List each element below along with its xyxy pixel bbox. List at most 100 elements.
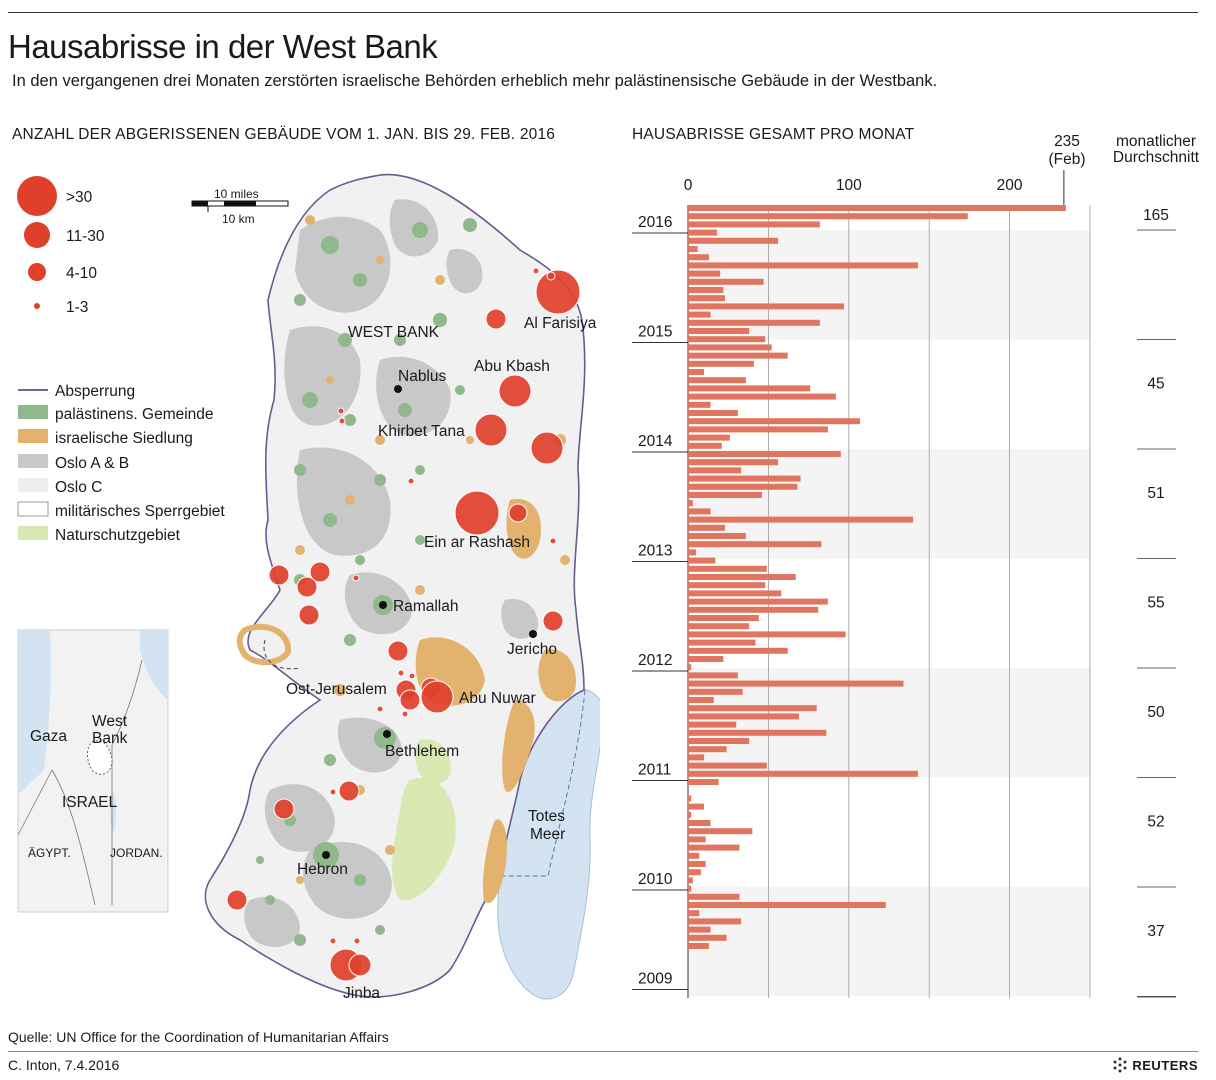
legend-label-military: militärisches Sperrgebiet — [55, 503, 225, 520]
year-labels: 2016 2015 2014 2013 2012 2011 2010 2009 — [632, 214, 688, 990]
year-label: 2013 — [638, 543, 672, 560]
bar — [688, 434, 730, 441]
page-title: Hausabrisse in der West Bank — [8, 28, 438, 65]
bar — [688, 360, 754, 367]
west-bank-map: WEST BANK Nablus Ramallah Jericho Ost-Je… — [17, 173, 600, 1002]
place-al-farisiya: Al Farisiya — [524, 315, 597, 332]
bar — [688, 295, 725, 302]
size-legend-label-l: 11-30 — [66, 228, 105, 245]
area-legend: Absperrung palästinens. Gemeinde israeli… — [17, 383, 225, 544]
city-jerusalem: Ost-Jerusalem — [286, 681, 387, 698]
bar — [688, 582, 766, 589]
legend-label-palestinian: palästinens. Gemeinde — [55, 406, 214, 423]
bar — [688, 352, 788, 359]
city-bethlehem: Bethlehem — [385, 743, 459, 760]
year-label: 2010 — [638, 871, 673, 888]
city-hebron: Hebron — [297, 861, 348, 878]
bar — [688, 205, 1066, 211]
bar — [688, 615, 759, 621]
bar — [688, 451, 841, 457]
demolition-markers — [226, 267, 581, 982]
legend-label-settlement: israelische Siedlung — [55, 430, 193, 447]
bar — [688, 943, 709, 949]
bar — [688, 303, 844, 310]
bar — [688, 500, 693, 507]
bar — [688, 688, 743, 695]
bar — [688, 516, 914, 523]
x-tick-label: 100 — [836, 177, 862, 194]
avg-header-1: monatlicher — [1116, 133, 1196, 150]
bar — [688, 697, 714, 703]
avg-header-2: Durchschnitt — [1113, 149, 1200, 166]
bar — [688, 369, 705, 375]
bar — [688, 762, 767, 769]
legend-swatch-oslo-c — [18, 478, 48, 492]
bar — [688, 770, 918, 777]
bar — [688, 729, 827, 736]
reuters-dots-icon — [1113, 1057, 1127, 1073]
size-legend-circle-s — [34, 303, 40, 309]
bar — [688, 656, 724, 662]
bar — [688, 541, 822, 548]
place-jinba: Jinba — [343, 985, 380, 1002]
city-jericho: Jericho — [507, 641, 557, 658]
monthly-demolitions-chart: 0 100 200 2016 2015 2014 2013 2012 2011 2010 2009… — [632, 133, 1200, 998]
legend-swatch-oslo-ab — [18, 454, 48, 468]
year-label: 2012 — [638, 652, 672, 669]
inset-label-israel: ISRAEL — [62, 794, 118, 811]
legend-swatch-nature — [18, 526, 48, 540]
bar — [688, 278, 764, 285]
average-value: 55 — [1147, 595, 1164, 612]
bar — [688, 721, 737, 728]
ramallah-dot — [379, 601, 387, 609]
chart-bars — [688, 170, 1066, 949]
average-value: 50 — [1147, 704, 1165, 721]
bar — [688, 672, 738, 679]
hebron-dot — [322, 851, 330, 859]
size-legend-circle-l — [24, 222, 50, 248]
year-label: 2014 — [638, 433, 673, 450]
size-legend-circle-xl — [17, 176, 57, 216]
bar — [688, 746, 727, 753]
bar — [688, 910, 700, 917]
size-legend-circle-m — [28, 263, 46, 281]
legend-swatch-military — [17, 501, 49, 517]
inset-label-gaza: Gaza — [30, 728, 67, 745]
bar — [688, 852, 700, 859]
bar — [688, 262, 918, 269]
bar — [688, 467, 742, 474]
bar — [688, 565, 767, 572]
nature-reserve — [415, 739, 451, 785]
chart-heading: HAUSABRISSE GESAMT PRO MONAT — [632, 126, 915, 143]
bar — [688, 319, 820, 326]
bar — [688, 492, 762, 498]
bar — [688, 631, 846, 638]
bar — [688, 377, 746, 384]
bar — [688, 483, 798, 490]
average-value: 37 — [1147, 923, 1164, 940]
inset-label-westbank-1: West — [92, 713, 128, 730]
legend-label-nature: Naturschutzgebiet — [55, 527, 181, 544]
bar — [688, 459, 779, 466]
dead-sea-label-1: Totes — [528, 808, 565, 825]
size-legend-label-s: 1-3 — [66, 299, 88, 316]
dead-sea-border — [500, 689, 586, 877]
bar — [688, 418, 861, 425]
peak-label: (Feb) — [1048, 151, 1085, 168]
bar — [688, 393, 836, 400]
bar — [688, 254, 709, 261]
bar — [688, 401, 711, 408]
size-legend-label-m: 4-10 — [66, 265, 97, 282]
bar — [688, 844, 740, 851]
bar — [688, 918, 742, 925]
inset-label-egypt: ÄGYPT. — [28, 846, 71, 860]
bar — [688, 639, 756, 646]
jericho-dot — [529, 630, 537, 638]
bar — [688, 442, 722, 449]
bar — [688, 508, 711, 515]
bar — [688, 705, 817, 712]
average-value: 51 — [1147, 485, 1164, 502]
bar — [688, 246, 698, 252]
map-heading: ANZAHL DER ABGERISSENEN GEBÄUDE VOM 1. J… — [12, 126, 556, 143]
